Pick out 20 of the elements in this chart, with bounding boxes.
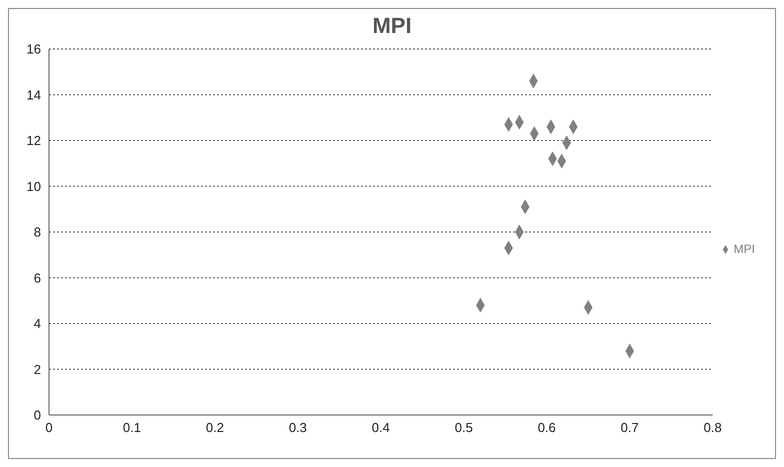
y-tick-label: 16 (26, 42, 41, 57)
x-tick-label: 0.8 (704, 420, 722, 436)
x-tick-label: 0.4 (372, 420, 390, 436)
y-tick-label: 10 (26, 178, 41, 194)
x-tick-label: 0.2 (206, 420, 224, 436)
x-tick-label: 0.1 (122, 420, 141, 436)
y-tick-label: 0 (34, 408, 41, 423)
x-tick-label: 0 (45, 420, 53, 436)
x-tick-label: 0.6 (538, 420, 556, 436)
y-tick-label: 14 (26, 87, 41, 102)
x-tick-label: 0.3 (288, 420, 307, 436)
y-tick-label: 4 (34, 316, 41, 332)
chart-title: MPI (371, 12, 413, 40)
y-tick-label: 12 (26, 133, 41, 148)
x-tick-label: 0.5 (454, 420, 473, 436)
y-tick-label: 8 (34, 224, 41, 240)
y-tick-label: 6 (34, 270, 41, 286)
x-tick-label: 0.7 (620, 420, 639, 436)
legend-label: MPI (734, 242, 755, 256)
y-tick-label: 2 (34, 362, 41, 377)
